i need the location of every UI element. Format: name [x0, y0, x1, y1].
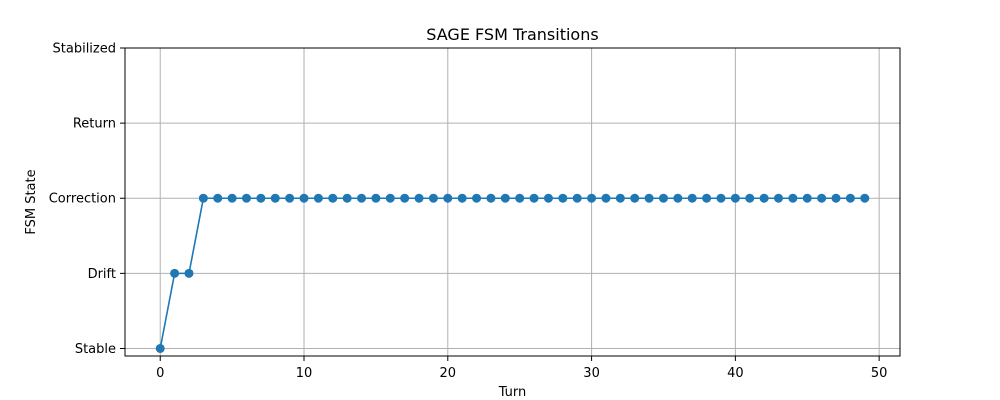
data-point: [716, 193, 726, 203]
data-point: [299, 193, 309, 203]
y-tick-label: Stable: [75, 342, 116, 357]
data-point: [687, 193, 697, 203]
y-tick-label: Drift: [88, 267, 116, 282]
data-point: [702, 193, 712, 203]
data-point: [673, 193, 683, 203]
y-tick-label: Correction: [49, 192, 116, 207]
series-layer: [155, 193, 870, 353]
data-point: [342, 193, 352, 203]
data-point: [774, 193, 784, 203]
data-point: [860, 193, 870, 203]
data-point: [831, 193, 841, 203]
x-tick-label: 10: [296, 366, 313, 381]
data-point: [658, 193, 668, 203]
data-point: [745, 193, 755, 203]
data-point: [328, 193, 338, 203]
grid-lines: [125, 47, 900, 356]
data-point: [184, 268, 194, 278]
data-point: [443, 193, 453, 203]
y-tick-label: Return: [73, 117, 116, 132]
data-point: [558, 193, 568, 203]
x-tick-label: 30: [583, 366, 600, 381]
data-point: [400, 193, 410, 203]
data-point: [587, 193, 597, 203]
data-point: [788, 193, 798, 203]
data-point: [313, 193, 323, 203]
data-point: [472, 193, 482, 203]
data-point: [457, 193, 467, 203]
x-tick-label: 0: [156, 366, 164, 381]
data-point: [845, 193, 855, 203]
data-point: [213, 193, 223, 203]
data-point: [543, 193, 553, 203]
data-point: [428, 193, 438, 203]
data-point: [256, 193, 266, 203]
data-point: [170, 268, 180, 278]
chart-title: SAGE FSM Transitions: [426, 25, 598, 44]
data-point: [802, 193, 812, 203]
data-point: [414, 193, 424, 203]
data-point: [572, 193, 582, 203]
data-point: [357, 193, 367, 203]
data-point: [241, 193, 251, 203]
data-point: [730, 193, 740, 203]
x-tick-label: 50: [871, 366, 888, 381]
data-point: [817, 193, 827, 203]
data-point: [515, 193, 525, 203]
data-point: [601, 193, 611, 203]
data-point: [644, 193, 654, 203]
data-point: [630, 193, 640, 203]
plot-frame: [124, 47, 901, 357]
data-point: [486, 193, 496, 203]
x-tick-label: 20: [440, 366, 457, 381]
data-point: [371, 193, 381, 203]
data-point: [285, 193, 295, 203]
data-point: [270, 193, 280, 203]
data-point: [500, 193, 510, 203]
data-point: [155, 343, 165, 353]
data-point: [198, 193, 208, 203]
data-point: [529, 193, 539, 203]
data-point: [615, 193, 625, 203]
y-tick-label: Stabilized: [53, 42, 116, 57]
data-point: [385, 193, 395, 203]
data-point: [759, 193, 769, 203]
axis-ticks: 0 10 20 30 40 50 Stable Drift Correction Return St…: [49, 42, 888, 382]
x-axis-label: Turn: [498, 385, 527, 400]
y-axis-label: FSM State: [24, 169, 39, 234]
x-tick-label: 40: [727, 366, 744, 381]
data-point: [227, 193, 237, 203]
